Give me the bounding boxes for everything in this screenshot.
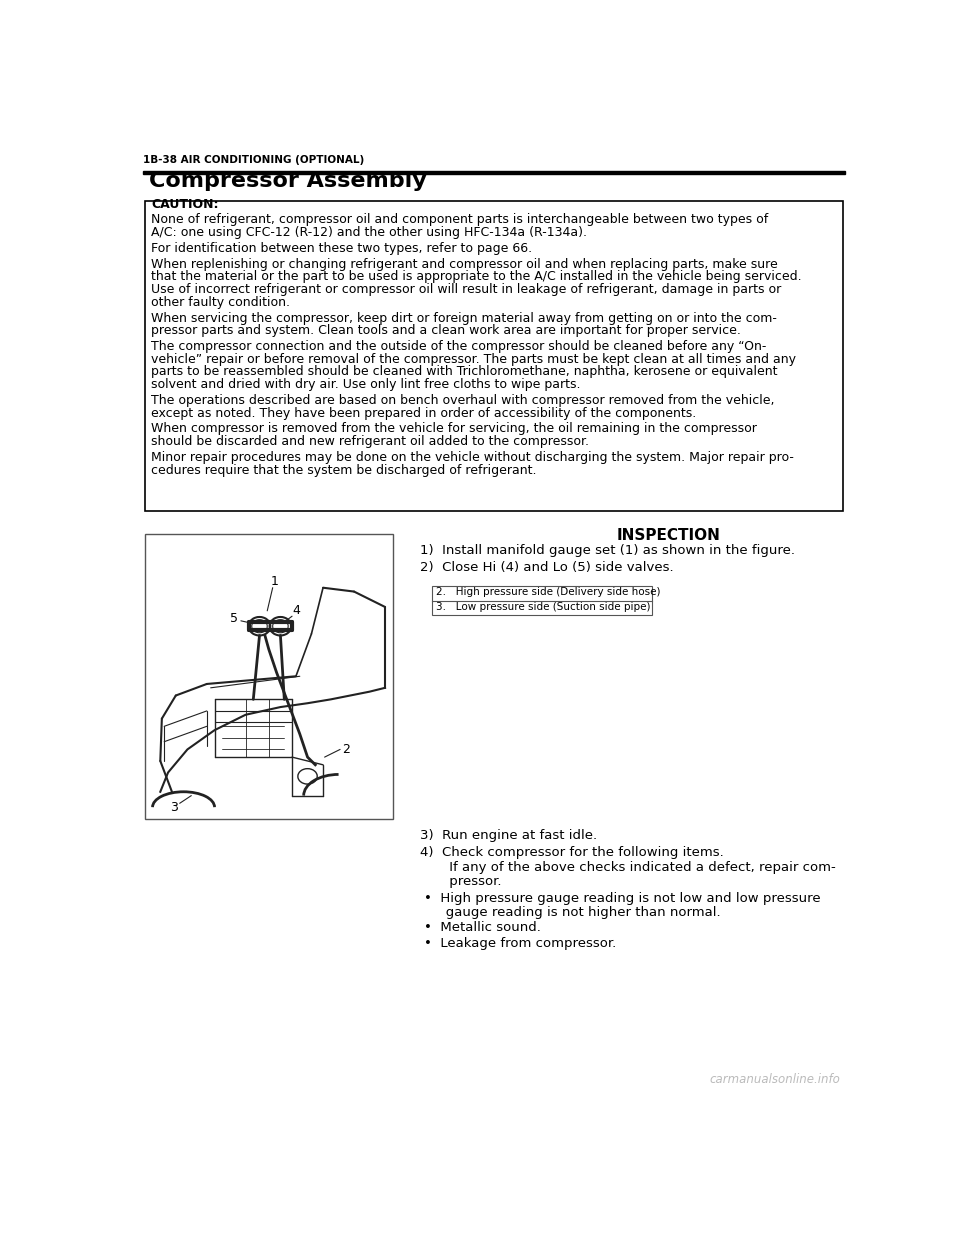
Text: solvent and dried with dry air. Use only lint free cloths to wipe parts.: solvent and dried with dry air. Use only… [151, 378, 581, 391]
Text: should be discarded and new refrigerant oil added to the compressor.: should be discarded and new refrigerant … [151, 435, 589, 448]
Text: pressor parts and system. Clean tools and a clean work area are important for pr: pressor parts and system. Clean tools an… [151, 325, 741, 337]
Text: None of refrigerant, compressor oil and component parts is interchangeable betwe: None of refrigerant, compressor oil and … [151, 214, 768, 226]
Text: When replenishing or changing refrigerant and compressor oil and when replacing : When replenishing or changing refrigeran… [151, 258, 778, 270]
Text: 2.   High pressure side (Delivery side hose): 2. High pressure side (Delivery side hos… [436, 587, 660, 597]
Text: 3)  Run engine at fast idle.: 3) Run engine at fast idle. [420, 829, 597, 842]
Text: that the material or the part to be used is appropriate to the A/C installed in : that the material or the part to be used… [151, 270, 802, 283]
Text: •  Leakage from compressor.: • Leakage from compressor. [423, 936, 616, 950]
Text: Compressor Assembly: Compressor Assembly [150, 172, 427, 191]
Text: 3.   Low pressure side (Suction side pipe): 3. Low pressure side (Suction side pipe) [436, 601, 651, 611]
Text: 2: 2 [343, 743, 350, 756]
Text: pressor.: pressor. [427, 876, 501, 888]
Text: carmanualsonline.info: carmanualsonline.info [709, 1073, 841, 1086]
Text: For identification between these two types, refer to page 66.: For identification between these two typ… [151, 242, 532, 254]
Text: A/C: one using CFC-12 (R-12) and the other using HFC-134a (R-134a).: A/C: one using CFC-12 (R-12) and the oth… [151, 226, 587, 240]
Bar [143, 170, 845, 174]
Text: •  Metallic sound.: • Metallic sound. [423, 921, 540, 934]
Text: When servicing the compressor, keep dirt or foreign material away from getting o: When servicing the compressor, keep dirt… [151, 311, 777, 325]
Text: CAUTION:: CAUTION: [151, 199, 219, 211]
Text: except as noted. They have been prepared in order of accessibility of the compon: except as noted. They have been prepared… [151, 406, 696, 420]
Text: gauge reading is not higher than normal.: gauge reading is not higher than normal. [433, 905, 721, 919]
Bar [432, 587, 653, 615]
Bar [145, 534, 393, 819]
Text: The operations described are based on bench overhaul with compressor removed fro: The operations described are based on be… [151, 394, 775, 406]
Text: other faulty condition.: other faulty condition. [151, 295, 290, 309]
Text: Minor repair procedures may be done on the vehicle without discharging the syste: Minor repair procedures may be done on t… [151, 451, 794, 464]
Text: The compressor connection and the outside of the compressor should be cleaned be: The compressor connection and the outsid… [151, 340, 766, 353]
Text: 1: 1 [271, 576, 279, 588]
Text: 4: 4 [292, 604, 300, 618]
Text: If any of the above checks indicated a defect, repair com-: If any of the above checks indicated a d… [427, 861, 835, 874]
Text: When compressor is removed from the vehicle for servicing, the oil remaining in : When compressor is removed from the vehi… [151, 422, 756, 436]
Text: vehicle” repair or before removal of the compressor. The parts must be kept clea: vehicle” repair or before removal of the… [151, 353, 796, 366]
Text: 2)  Close Hi (4) and Lo (5) side valves.: 2) Close Hi (4) and Lo (5) side valves. [420, 561, 674, 574]
Text: parts to be reassembled should be cleaned with Trichloromethane, naphtha, kerose: parts to be reassembled should be cleane… [151, 366, 778, 378]
Text: Use of incorrect refrigerant or compressor oil will result in leakage of refrige: Use of incorrect refrigerant or compress… [151, 283, 781, 296]
Text: 1)  Install manifold gauge set (1) as shown in the figure.: 1) Install manifold gauge set (1) as sho… [420, 543, 795, 557]
Bar [145, 200, 843, 511]
Text: 3: 3 [170, 800, 179, 814]
Text: 1B-38 AIR CONDITIONING (OPTIONAL): 1B-38 AIR CONDITIONING (OPTIONAL) [143, 156, 365, 165]
Text: •  High pressure gauge reading is not low and low pressure: • High pressure gauge reading is not low… [423, 892, 821, 905]
Text: INSPECTION: INSPECTION [616, 529, 720, 543]
Text: cedures require that the system be discharged of refrigerant.: cedures require that the system be disch… [151, 463, 537, 477]
Text: 5: 5 [230, 613, 238, 625]
Text: 4)  Check compressor for the following items.: 4) Check compressor for the following it… [420, 846, 724, 858]
